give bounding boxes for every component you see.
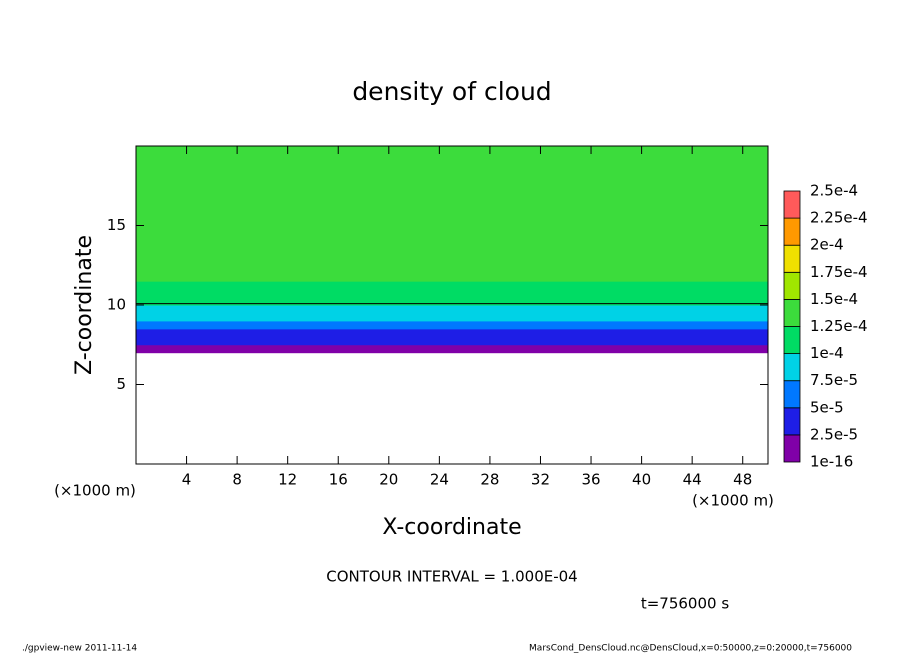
- x-tick-label: 40: [632, 471, 651, 489]
- colorbar-label: 1.75e-4: [810, 263, 868, 281]
- field-band: [136, 225, 768, 234]
- colorbar-box: [783, 217, 801, 246]
- x-tick-label: 36: [581, 471, 600, 489]
- field-band: [136, 257, 768, 266]
- field-band: [136, 169, 768, 179]
- field-band: [136, 241, 768, 250]
- field-band: [136, 328, 768, 338]
- field-band: [136, 193, 768, 203]
- field-band: [136, 161, 768, 171]
- colorbar-box: [783, 244, 801, 273]
- colorbar-label: 1.25e-4: [810, 317, 868, 335]
- x-tick-label: 20: [379, 471, 398, 489]
- field-band: [136, 153, 768, 163]
- field-band: [136, 265, 768, 274]
- colorbar-box: [783, 298, 801, 327]
- x-tick-label: 44: [683, 471, 702, 489]
- contour-interval: CONTOUR INTERVAL = 1.000E-04: [326, 568, 577, 586]
- colorbar-box: [783, 326, 801, 355]
- y-tick-label: 15: [107, 216, 126, 234]
- colorbar-label: 2.25e-4: [810, 209, 868, 227]
- colorbar-label: 1.5e-4: [810, 290, 858, 308]
- x-axis-label: X-coordinate: [382, 515, 521, 540]
- field-band: [136, 320, 768, 330]
- y-axis-label: Z-coordinate: [72, 235, 97, 375]
- colorbar-label: 5e-5: [810, 398, 844, 416]
- footer-left: ./gpview-new 2011-11-14: [22, 644, 137, 654]
- colorbar-label: 1e-4: [810, 344, 844, 362]
- footer-right: MarsCond_DensCloud.nc@DensCloud,x=0:5000…: [529, 644, 852, 654]
- field-band: [136, 177, 768, 187]
- field-band: [136, 249, 768, 258]
- colorbar-box: [783, 380, 801, 409]
- y-tick-label: 5: [116, 375, 126, 393]
- x-tick-label: 28: [480, 471, 499, 489]
- field-band: [136, 217, 768, 226]
- field-band: [136, 312, 768, 322]
- colorbar-label: 2.5e-4: [810, 182, 858, 200]
- field-band: [136, 201, 768, 211]
- x-tick-label: 12: [278, 471, 297, 489]
- field-band: [136, 146, 768, 155]
- colorbar-box: [783, 434, 801, 463]
- colorbar-box: [783, 190, 801, 219]
- field-band: [136, 281, 768, 290]
- field-band: [136, 289, 768, 298]
- x-tick-label: 4: [182, 471, 192, 489]
- y-unit: (×1000 m): [54, 482, 136, 500]
- x-tick-label: 8: [232, 471, 242, 489]
- colorbar-box: [783, 271, 801, 300]
- field-band: [136, 305, 768, 314]
- colorbar-label: 7.5e-5: [810, 371, 858, 389]
- colorbar-box: [783, 353, 801, 382]
- time-label: t=756000 s: [641, 595, 729, 613]
- chart-title: density of cloud: [352, 77, 551, 106]
- x-tick-label: 24: [430, 471, 449, 489]
- y-tick-label: 10: [107, 296, 126, 314]
- colorbar-label: 2e-4: [810, 236, 844, 254]
- colorbar-label: 2.5e-5: [810, 425, 858, 443]
- colorbar-label: 1e-16: [810, 453, 853, 471]
- colorbar-box: [783, 407, 801, 436]
- field-band: [136, 233, 768, 242]
- field-band: [136, 273, 768, 282]
- field-band: [136, 297, 768, 306]
- field-band: [136, 185, 768, 195]
- field-band: [136, 336, 768, 346]
- x-tick-label: 32: [531, 471, 550, 489]
- x-tick-label: 16: [329, 471, 348, 489]
- field-band: [136, 209, 768, 219]
- x-tick-label: 48: [733, 471, 752, 489]
- x-unit: (×1000 m): [692, 492, 774, 510]
- field-band: [136, 344, 768, 354]
